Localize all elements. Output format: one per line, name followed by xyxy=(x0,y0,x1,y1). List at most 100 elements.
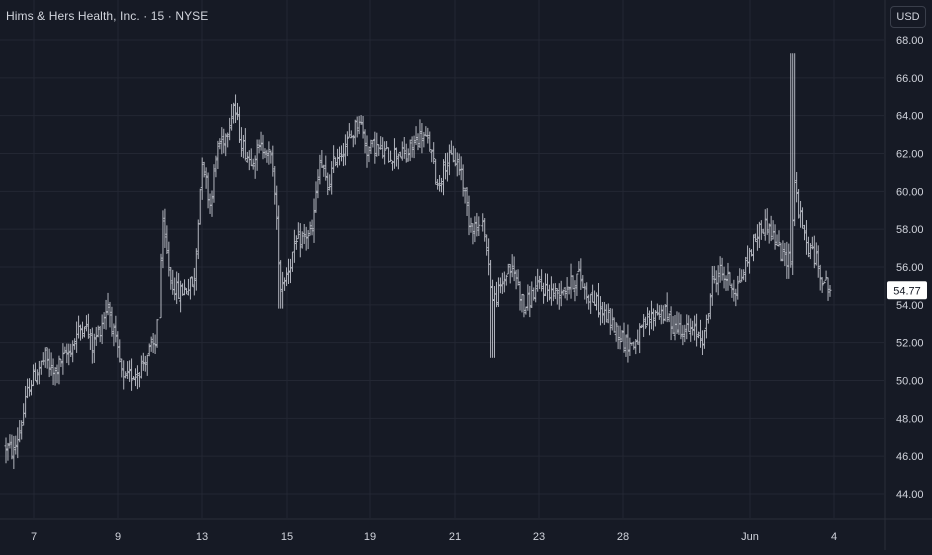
ohlc-bar xyxy=(455,152,459,177)
y-tick-label: 44.00 xyxy=(896,489,924,501)
ohlc-bar xyxy=(651,308,655,331)
ohlc-bar xyxy=(624,334,628,357)
x-tick-label: Jun xyxy=(741,531,759,543)
ohlc-bar xyxy=(559,280,563,307)
ohlc-bar xyxy=(657,305,661,320)
ohlc-bar xyxy=(665,292,669,323)
ohlc-bar xyxy=(738,268,742,283)
ohlc-bar xyxy=(808,243,812,260)
ohlc-bar xyxy=(175,271,179,304)
ohlc-bar xyxy=(634,338,638,355)
ohlc-bar xyxy=(312,198,316,243)
ohlc-bar xyxy=(763,209,767,241)
ohlc-bar xyxy=(557,283,561,310)
ohlc-bar xyxy=(116,331,120,358)
ohlc-bar xyxy=(579,258,583,290)
ohlc-bar xyxy=(41,352,45,366)
ohlc-bar xyxy=(610,308,614,331)
y-tick-label: 58.00 xyxy=(896,224,924,236)
ohlc-bar xyxy=(518,281,522,311)
ohlc-bar xyxy=(661,305,665,324)
ohlc-bar xyxy=(396,153,400,170)
x-tick-label: 23 xyxy=(533,531,545,543)
ohlc-bar xyxy=(473,216,477,243)
ohlc-bar xyxy=(436,179,440,190)
interval-label[interactable]: 15 xyxy=(150,9,165,23)
ohlc-bar xyxy=(343,134,347,166)
ohlc-bar xyxy=(463,187,467,204)
ohlc-bar xyxy=(255,139,259,171)
ohlc-bar xyxy=(69,343,73,357)
currency-button[interactable]: USD xyxy=(890,6,926,28)
ohlc-bar xyxy=(332,145,336,174)
ohlc-bar xyxy=(135,365,139,390)
ohlc-bar xyxy=(726,262,730,291)
ohlc-bar xyxy=(324,155,328,181)
ohlc-bar xyxy=(275,185,279,230)
ohlc-bar xyxy=(57,355,61,385)
ohlc-bar xyxy=(149,336,153,352)
ohlc-bar xyxy=(318,154,322,185)
ohlc-bar xyxy=(510,254,514,278)
x-tick-label: 13 xyxy=(196,531,208,543)
ohlc-bar xyxy=(683,324,687,343)
y-tick-label: 66.00 xyxy=(896,73,924,85)
ohlc-bar xyxy=(424,126,428,137)
ohlc-bar xyxy=(485,234,489,256)
ohlc-bar xyxy=(82,326,86,338)
ohlc-bar xyxy=(575,273,579,296)
ohlc-bar xyxy=(724,275,728,291)
ohlc-bar xyxy=(673,314,677,341)
ohlc-bar xyxy=(287,258,291,285)
ohlc-bar xyxy=(481,213,485,232)
ohlc-bar xyxy=(767,223,771,244)
ohlc-bar xyxy=(598,296,602,326)
ohlc-bar xyxy=(345,131,349,157)
ohlc-bar xyxy=(263,148,267,159)
ohlc-bar xyxy=(402,136,406,159)
ohlc-bar xyxy=(565,277,569,301)
ohlc-bar xyxy=(259,131,263,151)
ohlc-bar xyxy=(681,325,685,346)
ohlc-bar xyxy=(822,281,826,285)
ohlc-bar xyxy=(750,249,754,257)
ohlc-bar xyxy=(314,181,318,213)
ohlc-bar xyxy=(710,265,714,306)
ohlc-bar xyxy=(16,427,20,459)
ohlc-bar xyxy=(445,152,449,182)
ohlc-bar xyxy=(67,343,71,366)
ohlc-bar xyxy=(126,361,130,380)
ohlc-bar xyxy=(63,346,67,354)
ohlc-bar xyxy=(320,150,324,168)
ohlc-bar xyxy=(612,317,616,333)
ohlc-bar xyxy=(514,269,518,290)
ohlc-bar xyxy=(232,102,236,124)
ohlc-bar xyxy=(145,354,149,376)
ohlc-bar xyxy=(94,326,98,346)
ohlc-bar xyxy=(261,134,265,160)
ohlc-bar xyxy=(75,321,79,353)
ohlc-bar xyxy=(267,141,271,165)
ohlc-bar xyxy=(361,116,365,139)
ohlc-bar xyxy=(751,234,755,262)
ohlc-bar xyxy=(171,269,175,295)
ohlc-bar xyxy=(567,286,571,295)
ohlc-bar xyxy=(122,360,126,390)
ohlc-bar xyxy=(608,307,612,335)
ohlc-bar xyxy=(773,224,777,250)
x-tick-label: 7 xyxy=(31,531,37,543)
ohlc-bar xyxy=(218,138,222,150)
ohlc-bar xyxy=(236,102,240,121)
ohlc-bar xyxy=(475,212,479,237)
ohlc-bar xyxy=(43,347,47,368)
ohlc-bar xyxy=(600,301,604,324)
ohlc-bar xyxy=(442,159,446,196)
ohlc-bar xyxy=(341,143,345,167)
ohlc-bar xyxy=(697,331,701,339)
ohlc-bar xyxy=(471,223,475,245)
ohlc-bar xyxy=(35,369,39,385)
ohlc-bar xyxy=(322,164,326,177)
ohlc-bar xyxy=(316,169,320,199)
